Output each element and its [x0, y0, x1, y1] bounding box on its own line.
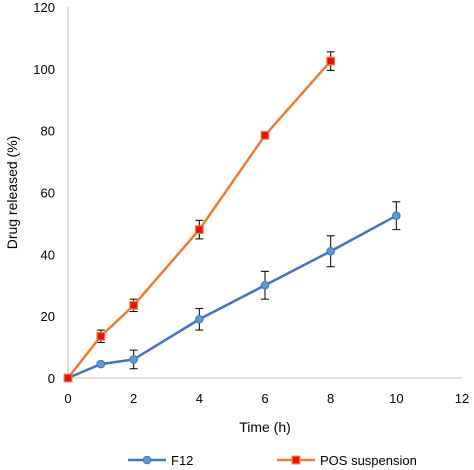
y-tick-label: 80 [41, 124, 55, 139]
plot-area [63, 51, 401, 383]
y-axis-title: Drug released (%) [4, 136, 20, 250]
x-tick-label: 6 [261, 391, 268, 406]
x-tick-label: 2 [130, 391, 137, 406]
y-tick-label: 20 [41, 309, 55, 324]
x-axis-title: Time (h) [239, 419, 291, 435]
legend-item: POS suspension [277, 453, 417, 468]
series-line [67, 60, 332, 379]
data-point [326, 56, 336, 66]
data-point [195, 314, 204, 324]
data-point [129, 355, 138, 364]
data-point [194, 225, 204, 235]
data-point [96, 359, 106, 369]
data-point [260, 280, 270, 290]
legend-label: POS suspension [320, 453, 417, 468]
x-tick-label: 0 [64, 391, 71, 406]
y-tick-label: 100 [33, 62, 55, 77]
y-tick-label: 60 [41, 186, 55, 201]
axes [67, 7, 462, 379]
legend-marker [142, 455, 152, 465]
legend: F12 POS suspension [128, 453, 417, 468]
series-line [67, 214, 397, 380]
series-2 [63, 51, 336, 383]
y-tick-labels: 0 20 40 60 80 100 120 [33, 0, 55, 386]
x-tick-label: 4 [196, 391, 203, 406]
y-tick-label: 40 [41, 247, 55, 262]
legend-marker [291, 455, 301, 465]
series-1 [63, 201, 401, 383]
y-tick-label: 120 [33, 0, 55, 15]
data-point [326, 246, 335, 256]
data-point [63, 373, 73, 383]
data-point [96, 331, 106, 341]
x-tick-label: 12 [455, 391, 469, 406]
x-tick-label: 8 [327, 391, 334, 406]
legend-item: F12 [128, 453, 193, 468]
x-tick-labels: 0 2 4 6 8 10 12 [64, 391, 469, 406]
data-point [129, 300, 139, 310]
legend-label: F12 [171, 453, 193, 468]
x-tick-label: 10 [389, 391, 403, 406]
data-point [392, 211, 401, 220]
data-point [260, 130, 270, 140]
y-tick-label: 0 [48, 371, 55, 386]
